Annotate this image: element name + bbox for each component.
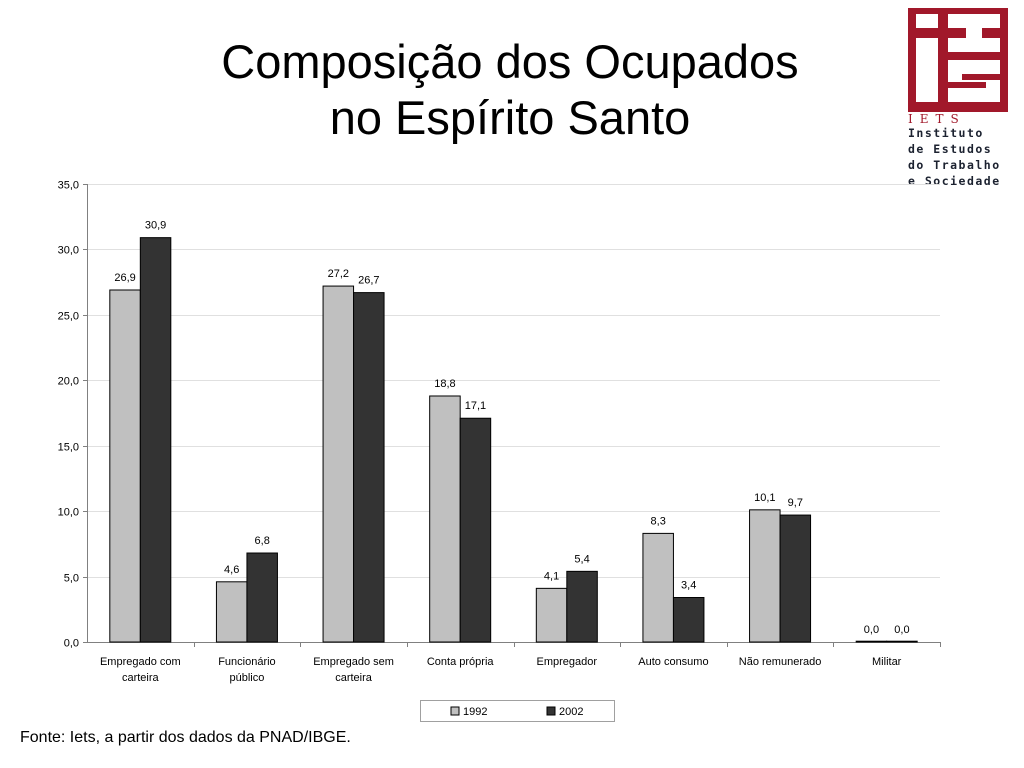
bar-2002 (139, 237, 172, 643)
y-tick-label: 0,0 (64, 638, 79, 650)
bar-2002 (886, 640, 918, 643)
bar-1992 (855, 640, 888, 643)
data-label: 17,1 (465, 400, 486, 412)
data-label: 4,6 (224, 564, 239, 576)
y-tick-label: 25,0 (58, 311, 79, 323)
data-label: 5,4 (574, 553, 589, 565)
iets-logo-line-1: Instituto (908, 126, 984, 140)
x-category-label: carteira (335, 672, 373, 684)
y-tick-label: 35,0 (58, 180, 79, 192)
bar-2002 (779, 514, 812, 643)
data-label: 4,1 (544, 570, 559, 582)
slide-title: Composição dos Ocupados no Espírito Sant… (130, 34, 890, 146)
data-label: 27,2 (328, 268, 349, 280)
y-tick-label: 15,0 (58, 442, 79, 454)
bar-2002 (459, 417, 492, 643)
data-label: 0,0 (864, 624, 879, 636)
data-label: 9,7 (788, 497, 803, 509)
iets-logo-mark (908, 8, 1008, 112)
bar-1992 (215, 581, 248, 643)
iets-logo-line-3: do Trabalho (908, 158, 1001, 172)
legend-swatch-2002 (546, 706, 556, 716)
y-tick-label: 5,0 (64, 573, 79, 585)
y-tick-label: 20,0 (58, 376, 79, 388)
slide-title-line-1: Composição dos Ocupados (221, 35, 799, 88)
x-category-label: Auto consumo (638, 656, 708, 668)
legend-swatch-1992 (450, 706, 460, 716)
x-category-label: carteira (122, 672, 160, 684)
bar-2002 (353, 292, 385, 643)
iets-logo-abbr: IETS (908, 112, 966, 126)
legend-label: 1992 (463, 706, 487, 718)
x-category-label: Conta própria (427, 656, 495, 668)
y-tick-label: 10,0 (58, 507, 79, 519)
data-label: 3,4 (681, 580, 696, 592)
data-label: 0,0 (894, 624, 909, 636)
bar-1992 (109, 289, 141, 643)
data-label: 30,9 (145, 220, 166, 232)
x-category-label: Empregado com (100, 656, 181, 668)
bar-2002 (566, 570, 598, 643)
data-label: 26,7 (358, 275, 379, 287)
x-category-label: Funcionário (218, 656, 275, 668)
iets-logo: IETS Instituto de Estudos do Trabalho e … (906, 8, 1010, 194)
bar-chart: 0,0 5,0 10,0 15,0 20,0 25,0 30,0 35,0 26,9 30,9 Em… (58, 180, 941, 722)
data-label: 8,3 (651, 515, 666, 527)
data-label: 6,8 (255, 535, 270, 547)
data-label: 26,9 (114, 272, 135, 284)
legend-label: 2002 (559, 706, 583, 718)
y-tick-label: 30,0 (58, 245, 79, 257)
bar-1992 (749, 509, 781, 643)
bar-1992 (642, 532, 674, 643)
bar-1992 (322, 285, 355, 643)
bar-1992 (429, 395, 461, 643)
legend-box (420, 700, 615, 722)
bar-1992 (535, 587, 568, 643)
bar-2002 (246, 552, 278, 643)
x-category-label: Empregado sem (313, 656, 394, 668)
data-label: 18,8 (434, 378, 455, 390)
source-note: Fonte: Iets, a partir dos dados da PNAD/… (20, 729, 351, 746)
iets-logo-line-2: de Estudos (908, 142, 993, 156)
bar-2002 (672, 597, 705, 643)
slide-title-line-2: no Espírito Santo (329, 91, 691, 144)
x-category-label: público (230, 672, 265, 684)
x-category-label: Empregador (537, 656, 598, 668)
x-category-label: Militar (872, 656, 902, 668)
x-category-label: Não remunerado (739, 656, 822, 668)
data-label: 10,1 (754, 492, 775, 504)
